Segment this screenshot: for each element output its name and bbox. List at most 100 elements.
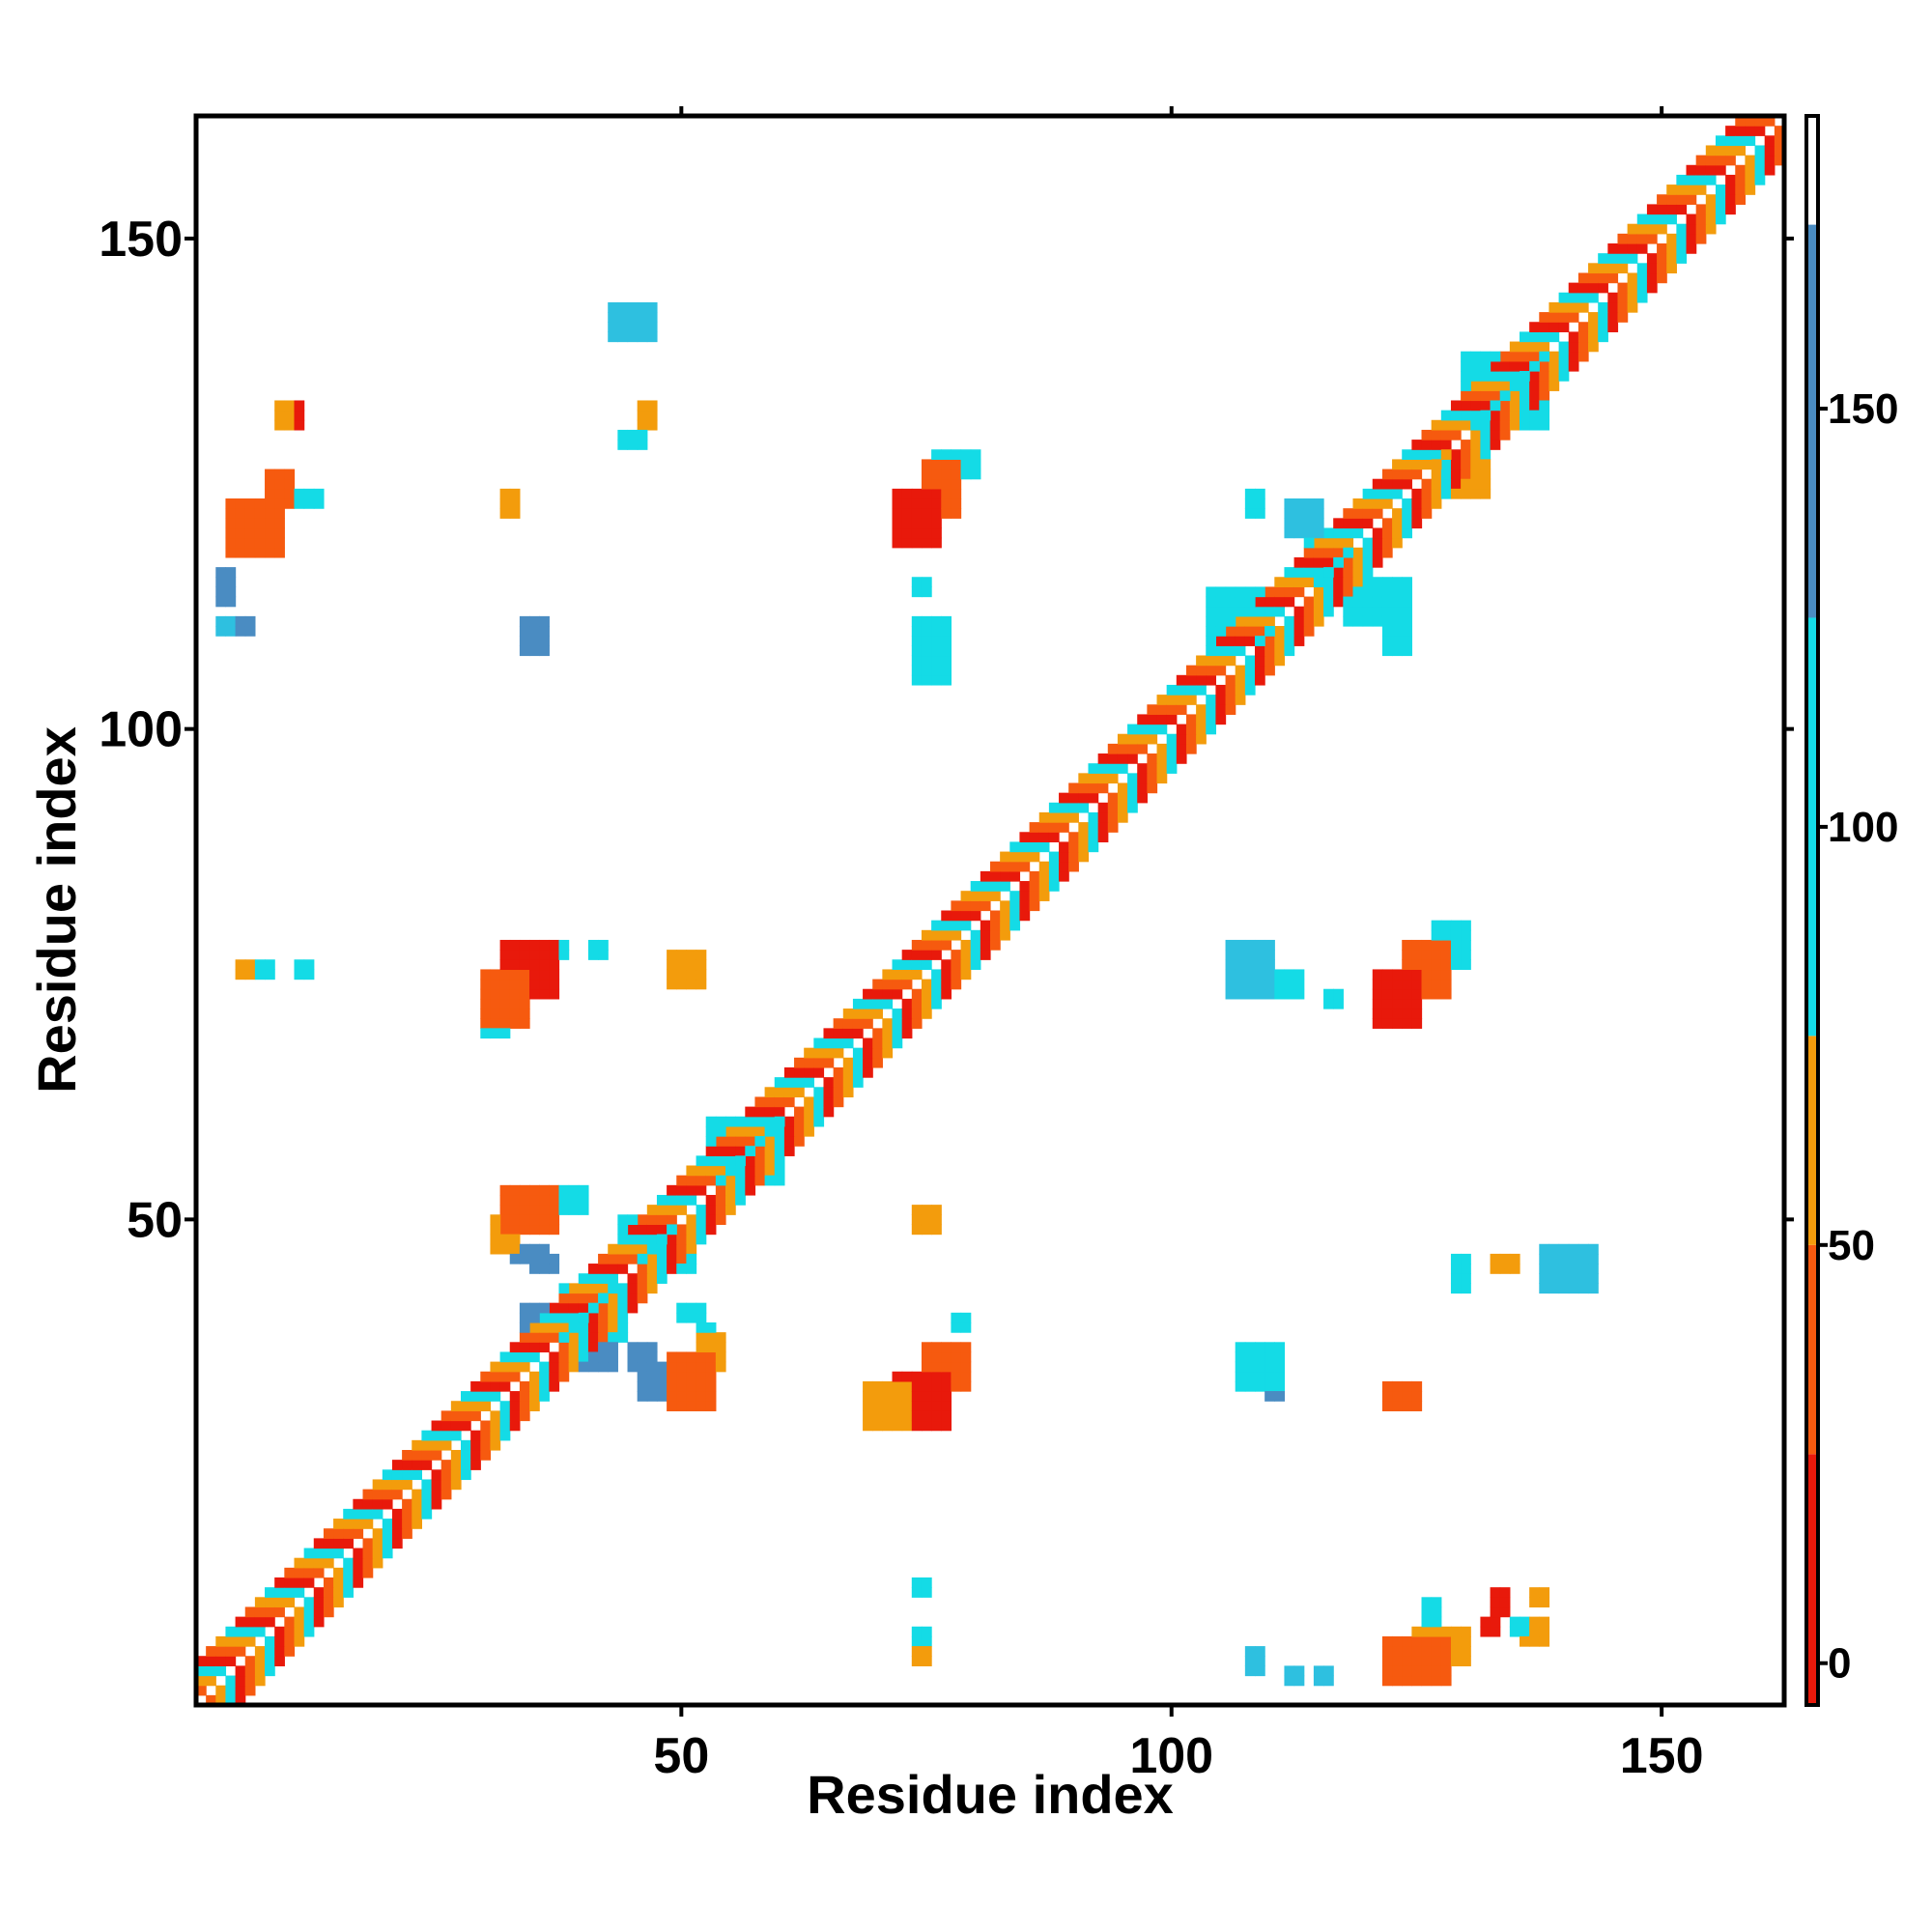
heatmap-cell: [1431, 478, 1442, 490]
heatmap-cell: [783, 1077, 795, 1088]
heatmap-cell: [1695, 213, 1707, 225]
heatmap-cell: [265, 1646, 275, 1657]
heatmap-cell: [1411, 1380, 1423, 1392]
heatmap-cell: [921, 1380, 932, 1392]
heatmap-cell: [892, 1037, 903, 1049]
heatmap-cell: [960, 969, 972, 980]
heatmap-cell: [1392, 645, 1403, 657]
heatmap-cell: [754, 1165, 766, 1177]
heatmap-cell: [911, 645, 923, 657]
heatmap-cell: [274, 410, 285, 421]
heatmap-cell: [1577, 341, 1589, 353]
heatmap-cell: [1470, 410, 1482, 421]
heatmap-cell: [960, 1380, 972, 1392]
heatmap-cell: [1450, 488, 1462, 499]
heatmap-cell: [686, 950, 697, 960]
heatmap-cell: [1421, 498, 1433, 509]
heatmap-cell: [244, 547, 256, 558]
heatmap-cell: [608, 1361, 618, 1373]
heatmap-cell: [931, 929, 942, 941]
heatmap-cell: [1372, 606, 1383, 617]
heatmap-cell: [941, 459, 952, 470]
heatmap-cell: [1313, 537, 1324, 549]
heatmap-cell: [294, 1557, 305, 1569]
heatmap-cell: [637, 1371, 648, 1382]
heatmap-cell: [911, 969, 923, 980]
heatmap-cell: [1402, 1635, 1412, 1647]
heatmap-cell: [1402, 988, 1412, 1000]
heatmap-cell: [1097, 811, 1109, 823]
heatmap-cell: [696, 950, 707, 960]
heatmap-cell: [1539, 1587, 1550, 1598]
heatmap-cell: [1705, 213, 1717, 225]
heatmap-cell: [1627, 243, 1638, 254]
heatmap-cell: [1402, 1646, 1412, 1657]
heatmap-cell: [440, 1439, 452, 1451]
heatmap-cell: [960, 900, 972, 912]
heatmap-cell: [549, 1321, 560, 1333]
heatmap-cell: [519, 959, 530, 971]
heatmap-cell: [1548, 331, 1560, 343]
heatmap-cell: [608, 1332, 618, 1343]
heatmap-cell: [529, 626, 540, 637]
heatmap-cell: [676, 1312, 688, 1323]
heatmap-cell: [225, 518, 237, 529]
heatmap-cell: [990, 929, 1001, 941]
heatmap-cell: [549, 988, 560, 1000]
heatmap-cell: [686, 1253, 697, 1264]
heatmap-cell: [274, 419, 285, 431]
heatmap-cell: [1255, 645, 1265, 657]
heatmap-cell: [519, 1214, 530, 1226]
heatmap-cell: [1392, 1656, 1403, 1666]
heatmap-cell: [1352, 508, 1364, 519]
heatmap-cell: [1156, 743, 1168, 754]
heatmap-cell: [1117, 811, 1128, 823]
heatmap-cell: [1323, 586, 1334, 598]
heatmap-cell: [1548, 1283, 1560, 1294]
heatmap-cell: [911, 665, 923, 676]
heatmap-cell: [1255, 988, 1265, 1000]
heatmap-cell: [1127, 802, 1138, 813]
heatmap-cell: [863, 1047, 873, 1059]
heatmap-cell: [587, 1283, 599, 1294]
heatmap-cell: [1362, 537, 1374, 549]
heatmap-cell: [598, 1253, 609, 1264]
heatmap-cell: [480, 988, 492, 1000]
heatmap-cell: [960, 959, 972, 971]
heatmap-cell: [1000, 861, 1010, 872]
heatmap-cell: [372, 1489, 384, 1500]
heatmap-cell: [1568, 1243, 1579, 1255]
heatmap-cell: [1509, 1253, 1520, 1264]
heatmap-cell: [1264, 645, 1275, 657]
heatmap-cell: [1392, 1646, 1403, 1657]
heatmap-cell: [901, 1401, 913, 1411]
heatmap-cell: [1225, 674, 1236, 686]
heatmap-cell: [1381, 636, 1393, 646]
heatmap-cell: [1048, 851, 1060, 863]
heatmap-cell: [882, 988, 894, 1000]
heatmap-cell: [450, 1460, 462, 1470]
heatmap-cell: [1431, 1646, 1442, 1657]
heatmap-cell: [1009, 900, 1021, 912]
colorbar-tick-label: 0: [1828, 1640, 1851, 1688]
heatmap-cell: [499, 950, 511, 960]
heatmap-cell: [587, 950, 599, 960]
heatmap-cell: [578, 1194, 589, 1206]
heatmap-cell: [774, 1136, 785, 1147]
heatmap-cell: [1206, 606, 1217, 617]
heatmap-cell: [892, 508, 903, 519]
heatmap-cell: [235, 518, 246, 529]
heatmap-cell: [646, 1234, 658, 1245]
heatmap-cell: [1735, 116, 1747, 127]
heatmap-cell: [608, 331, 618, 343]
heatmap-cell: [1558, 301, 1570, 313]
heatmap-cell: [1440, 478, 1452, 490]
heatmap-cell: [1225, 704, 1236, 716]
heatmap-cell: [960, 1351, 972, 1363]
heatmap-cell: [1529, 371, 1540, 382]
heatmap-cell: [1029, 832, 1040, 843]
heatmap-cell: [1215, 626, 1227, 637]
heatmap-cell: [509, 1253, 521, 1264]
heatmap-cell: [1529, 322, 1540, 332]
